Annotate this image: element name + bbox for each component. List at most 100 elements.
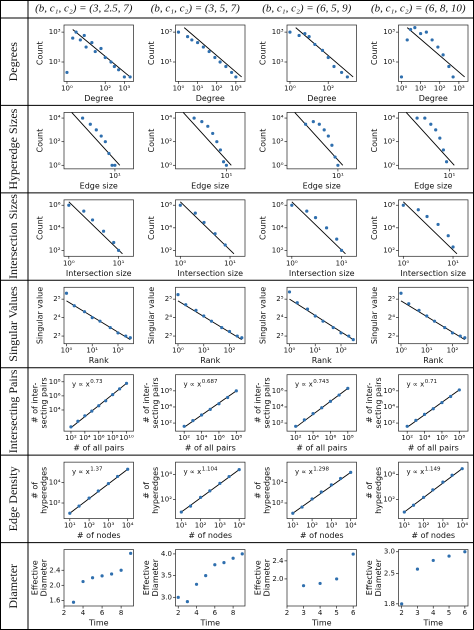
y-axis-label: hyperedges xyxy=(374,467,383,514)
y-axis-label: Singular value xyxy=(147,287,156,344)
x-tick-label: 10¹ xyxy=(86,347,98,355)
y-axis-label: Count xyxy=(370,129,379,153)
y-tick-label: 10² xyxy=(160,496,172,504)
data-point xyxy=(108,325,112,330)
y-axis-label: # of xyxy=(254,482,263,499)
data-point xyxy=(226,395,230,400)
row-label: Degrees xyxy=(6,42,20,82)
x-axis-label: Degree xyxy=(419,94,448,103)
data-point xyxy=(290,203,294,207)
data-point xyxy=(320,406,324,410)
y-tick-label: 4.0 xyxy=(161,550,172,558)
y-tick-label: 10⁴ xyxy=(272,479,284,487)
x-tick-label: 10³ xyxy=(437,522,449,530)
x-tick-label: 10¹ xyxy=(287,522,299,530)
data-point xyxy=(179,510,183,514)
data-point xyxy=(237,468,241,472)
data-point xyxy=(415,567,420,571)
data-point xyxy=(399,75,404,79)
x-tick-label: 10⁸ xyxy=(342,434,354,442)
data-point xyxy=(124,334,128,338)
x-tick-label: 10⁰ xyxy=(286,259,298,267)
data-point xyxy=(416,208,420,212)
data-point xyxy=(96,489,100,493)
data-point xyxy=(440,400,444,405)
x-tick-label: 10⁸ xyxy=(107,434,119,442)
y-tick-label: 2³ xyxy=(165,332,172,340)
x-axis-label: # of all pairs xyxy=(296,444,347,453)
x-tick-label: 2 xyxy=(285,609,289,617)
y-tick-label: 10³ xyxy=(49,28,61,36)
data-point xyxy=(318,581,322,586)
plot-frame xyxy=(398,461,469,519)
x-axis-label: # of all pairs xyxy=(73,444,124,453)
fit-line xyxy=(177,300,243,340)
data-point xyxy=(446,234,450,238)
x-tick-label: 10⁰ xyxy=(61,347,73,355)
data-point xyxy=(71,36,75,40)
x-tick-label: 10¹ xyxy=(398,522,410,530)
y-tick-label: 10² xyxy=(160,246,172,254)
y-tick-label: 10² xyxy=(49,246,61,254)
data-point xyxy=(192,116,196,120)
x-tick-label: 10² xyxy=(322,84,334,92)
fit-annotation: y ∝ x xyxy=(407,468,425,476)
y-axis-label: # of xyxy=(365,482,374,499)
x-tick-label: 4 xyxy=(81,609,86,617)
data-point xyxy=(317,122,321,126)
x-tick-label: 10² xyxy=(178,434,190,442)
x-tick-label: 4 xyxy=(194,609,199,617)
x-tick-label: 3 xyxy=(415,609,419,617)
data-point xyxy=(234,389,238,393)
y-axis-label: hyperedges xyxy=(151,467,160,514)
data-point xyxy=(77,504,81,508)
y-tick-label: 10² xyxy=(383,138,395,146)
column-header: (b, c₁, c₂) = (6, 5, 9) xyxy=(262,3,351,15)
fit-line xyxy=(406,27,465,78)
y-tick-label: 10³ xyxy=(383,28,395,36)
column-header: (b, c₁, c₂) = (3, 5, 7) xyxy=(151,3,240,15)
x-tick-label: 10¹ xyxy=(192,84,204,92)
data-point xyxy=(417,308,421,312)
y-tick-label: 10⁶ xyxy=(272,201,284,209)
data-point xyxy=(118,387,122,391)
x-tick-label: 10² xyxy=(99,84,111,92)
data-point xyxy=(430,38,434,42)
fit-line xyxy=(71,112,121,166)
x-axis-label: # of all pairs xyxy=(185,444,236,453)
y-axis-label: # of inter- xyxy=(365,383,374,424)
fit-exponent: 1.104 xyxy=(202,467,218,473)
x-tick-label: 10² xyxy=(306,522,318,530)
y-tick-label: 10⁰ xyxy=(272,161,284,169)
y-axis-label: Count xyxy=(147,216,156,240)
data-point xyxy=(345,75,349,79)
data-point xyxy=(69,425,73,429)
x-axis-label: # of nodes xyxy=(300,531,344,540)
data-point xyxy=(451,245,455,249)
data-point xyxy=(313,42,317,47)
data-point xyxy=(235,334,239,338)
plot-frame xyxy=(63,461,134,519)
data-point xyxy=(211,131,215,136)
x-tick-label: 10² xyxy=(211,84,223,92)
x-tick-label: 6 xyxy=(213,609,218,617)
data-point xyxy=(202,220,206,225)
x-axis-label: Time xyxy=(311,619,332,628)
data-point xyxy=(319,490,323,494)
y-tick-label: 2.4 xyxy=(272,557,284,565)
data-point xyxy=(441,480,445,484)
data-point xyxy=(337,393,341,397)
x-tick-label: 10⁴ xyxy=(456,522,468,530)
fit-line xyxy=(68,201,123,255)
data-point xyxy=(339,248,344,252)
x-axis-label: Intersection size xyxy=(289,269,355,278)
y-tick-label: 10² xyxy=(272,419,284,427)
fit-line xyxy=(72,29,131,78)
x-tick-label: 10¹ xyxy=(224,259,236,267)
plot-frame xyxy=(175,24,246,82)
data-point xyxy=(90,316,94,320)
y-tick-label: 2⁴ xyxy=(276,314,283,322)
data-point xyxy=(441,53,445,57)
data-point xyxy=(112,64,116,69)
plot-frame xyxy=(175,549,246,607)
